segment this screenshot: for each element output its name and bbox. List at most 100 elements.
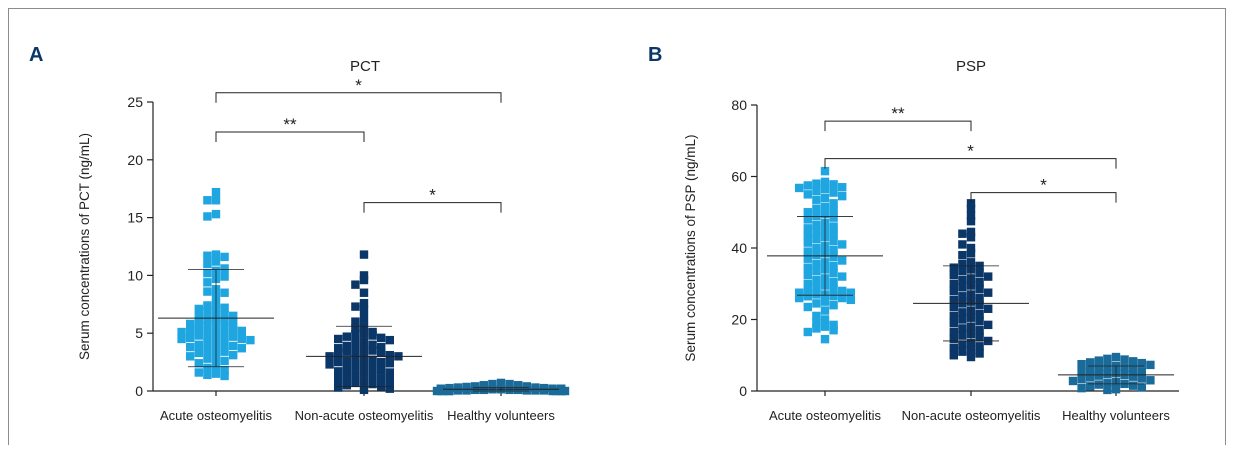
data-point [351, 317, 360, 326]
data-point [1129, 381, 1138, 390]
data-point [1137, 374, 1146, 383]
data-point [803, 224, 812, 233]
data-point [812, 290, 821, 299]
data-point [949, 351, 958, 360]
data-point [838, 293, 847, 303]
data-point [838, 286, 847, 296]
significance-bracket [970, 192, 1117, 203]
data-point [560, 386, 570, 396]
data-point [829, 199, 838, 208]
data-point [829, 252, 838, 262]
data-point [812, 318, 821, 328]
data-point [359, 305, 369, 315]
data-point [829, 326, 838, 335]
data-point [812, 275, 821, 285]
data-point [820, 202, 830, 212]
data-point [368, 346, 377, 355]
data-point [539, 386, 549, 395]
data-point [514, 385, 523, 395]
data-point [838, 240, 847, 249]
data-point [1103, 354, 1112, 364]
chart-svg: A PCT Serum concentrations of PCT (ng/mL) 0… [29, 44, 1179, 423]
data-point [342, 341, 351, 351]
data-point [829, 206, 838, 215]
data-point [1111, 352, 1121, 362]
significance-label: * [1040, 176, 1047, 195]
data-point [194, 331, 203, 340]
data-point [229, 350, 238, 360]
data-point [829, 213, 838, 222]
data-point [795, 288, 804, 297]
data-point [237, 326, 246, 336]
data-point [359, 298, 369, 308]
data-point [949, 279, 958, 288]
data-point [1077, 375, 1086, 384]
data-point [1120, 355, 1129, 364]
data-point [949, 302, 958, 312]
data-point [820, 306, 830, 315]
x-tick-label: Healthy volunteers [447, 408, 555, 423]
data-point [194, 324, 203, 333]
data-point [966, 199, 976, 208]
data-point [829, 261, 838, 271]
significance-label: * [967, 142, 974, 161]
data-point [359, 250, 369, 259]
data-point [975, 284, 984, 294]
data-point [829, 277, 838, 287]
data-point [186, 319, 195, 329]
data-point [203, 307, 212, 316]
data-point [838, 183, 847, 192]
data-point [1094, 356, 1103, 365]
data-point [812, 324, 821, 333]
data-point [966, 345, 976, 355]
data-point [1094, 371, 1103, 380]
data-point [975, 333, 984, 342]
chart-title: PCT [350, 58, 380, 75]
data-point [220, 316, 229, 325]
data-point [203, 346, 212, 355]
data-point [203, 370, 212, 380]
data-point [220, 310, 229, 319]
significance-label: ** [891, 104, 905, 123]
data-point [351, 346, 360, 355]
data-point [488, 379, 497, 389]
data-point [342, 332, 351, 341]
data-point [385, 384, 394, 393]
data-point [812, 227, 821, 237]
significance-bracket [215, 131, 365, 143]
data-point [1077, 359, 1086, 369]
data-point [220, 323, 229, 332]
data-point [829, 292, 838, 301]
data-point [1086, 382, 1095, 391]
data-point [846, 288, 855, 297]
x-tick-label: Non-acute osteomyelitis [295, 408, 434, 423]
data-point [203, 251, 212, 260]
data-point [385, 376, 394, 385]
data-point [812, 179, 821, 188]
data-point [1086, 366, 1095, 375]
data-point [812, 311, 821, 321]
data-point [984, 320, 993, 330]
data-point [966, 243, 976, 253]
data-point [1137, 367, 1146, 376]
data-point [975, 326, 984, 335]
data-point [514, 381, 523, 390]
data-point [505, 385, 514, 395]
data-point [351, 378, 360, 388]
data-point [334, 375, 343, 384]
data-point [1077, 367, 1086, 377]
data-point [795, 293, 804, 303]
data-point [1129, 357, 1138, 366]
data-point [334, 367, 343, 376]
y-tick-label: 60 [731, 169, 747, 185]
data-point [220, 303, 229, 312]
data-point [812, 283, 821, 292]
data-point [551, 386, 561, 396]
data-point [246, 335, 255, 345]
data-point [220, 371, 229, 381]
data-point [351, 338, 360, 347]
data-point [1103, 378, 1112, 387]
data-point [220, 272, 229, 281]
data-point [812, 267, 821, 276]
data-point [334, 357, 343, 367]
